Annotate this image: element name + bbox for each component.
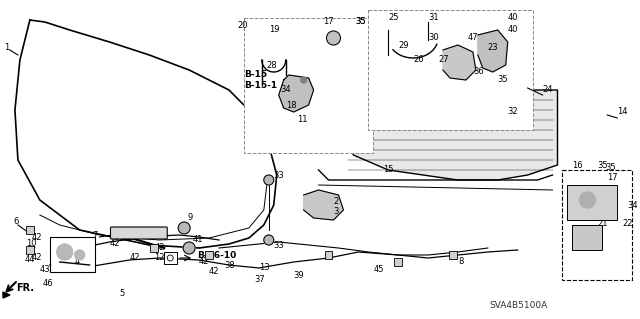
Text: 42: 42 — [32, 253, 42, 262]
Text: 24: 24 — [543, 85, 553, 94]
Text: 42: 42 — [129, 253, 140, 262]
Circle shape — [75, 250, 84, 260]
FancyBboxPatch shape — [205, 251, 213, 259]
FancyBboxPatch shape — [244, 18, 373, 153]
Text: 32: 32 — [508, 108, 518, 116]
Text: SVA4B5100A: SVA4B5100A — [490, 300, 548, 309]
Text: 42: 42 — [109, 239, 120, 248]
Text: 18: 18 — [285, 100, 296, 109]
FancyBboxPatch shape — [26, 246, 34, 254]
Circle shape — [57, 244, 73, 260]
Text: 41: 41 — [192, 235, 203, 244]
Text: 34: 34 — [627, 201, 638, 210]
Text: 4: 4 — [75, 257, 80, 266]
Polygon shape — [303, 190, 344, 220]
Polygon shape — [443, 45, 476, 80]
FancyBboxPatch shape — [568, 185, 617, 220]
Text: 33: 33 — [274, 241, 285, 249]
Text: 46: 46 — [43, 278, 53, 287]
Text: 36: 36 — [473, 68, 484, 77]
Text: 9: 9 — [187, 213, 193, 222]
Text: 26: 26 — [413, 56, 424, 64]
FancyBboxPatch shape — [394, 258, 402, 266]
Text: 42: 42 — [154, 243, 165, 253]
Text: 11: 11 — [297, 115, 307, 124]
FancyBboxPatch shape — [26, 226, 34, 234]
Text: 17: 17 — [607, 174, 618, 182]
Text: 39: 39 — [294, 271, 304, 279]
Polygon shape — [3, 292, 10, 298]
Circle shape — [178, 222, 190, 234]
Text: 34: 34 — [281, 85, 291, 94]
Polygon shape — [344, 90, 557, 180]
FancyBboxPatch shape — [50, 237, 95, 272]
Text: 38: 38 — [224, 261, 235, 270]
Text: 10: 10 — [26, 240, 36, 249]
Text: FR.: FR. — [16, 283, 34, 293]
Text: 5: 5 — [120, 288, 125, 298]
FancyBboxPatch shape — [369, 10, 532, 130]
Polygon shape — [279, 75, 314, 112]
Text: 42: 42 — [32, 234, 42, 242]
Text: 7: 7 — [93, 231, 98, 240]
FancyBboxPatch shape — [111, 227, 167, 239]
Circle shape — [264, 235, 274, 245]
Text: 42: 42 — [199, 257, 210, 266]
Text: 13: 13 — [259, 263, 269, 272]
Text: 40: 40 — [508, 13, 518, 23]
Text: 1: 1 — [4, 42, 9, 51]
Text: 45: 45 — [373, 265, 384, 275]
Text: 23: 23 — [488, 43, 499, 53]
Text: 35: 35 — [605, 164, 616, 173]
Circle shape — [264, 175, 274, 185]
Text: 8: 8 — [458, 257, 463, 266]
Text: B-15
B-15-1: B-15 B-15-1 — [244, 70, 277, 90]
Circle shape — [326, 31, 340, 45]
Text: 37: 37 — [254, 276, 264, 285]
Text: 20: 20 — [237, 20, 248, 29]
Text: 44: 44 — [25, 256, 35, 264]
Text: 35: 35 — [355, 18, 366, 26]
Text: 35: 35 — [498, 76, 508, 85]
Text: 30: 30 — [428, 33, 438, 42]
Text: 40: 40 — [508, 26, 518, 34]
Text: 28: 28 — [267, 61, 277, 70]
Text: 17: 17 — [324, 18, 334, 26]
FancyBboxPatch shape — [563, 170, 632, 280]
Text: 27: 27 — [438, 56, 449, 64]
Circle shape — [301, 77, 307, 83]
Polygon shape — [478, 30, 508, 72]
Text: 35: 35 — [355, 18, 366, 26]
Text: 16: 16 — [572, 160, 583, 169]
Text: 12: 12 — [154, 254, 165, 263]
Text: 25: 25 — [388, 13, 399, 23]
Text: 42: 42 — [209, 268, 220, 277]
Text: 47: 47 — [468, 33, 479, 42]
FancyBboxPatch shape — [449, 251, 457, 259]
Circle shape — [183, 242, 195, 254]
Text: 22: 22 — [622, 219, 633, 227]
FancyBboxPatch shape — [164, 252, 177, 264]
Text: 31: 31 — [428, 13, 438, 23]
Text: 35: 35 — [597, 160, 608, 169]
Text: 43: 43 — [40, 265, 51, 275]
Text: 2: 2 — [333, 197, 339, 206]
Text: 3: 3 — [333, 207, 339, 217]
FancyBboxPatch shape — [150, 244, 158, 252]
Text: 6: 6 — [13, 218, 19, 226]
Text: 15: 15 — [383, 166, 394, 174]
Text: 19: 19 — [269, 26, 279, 34]
Text: 21: 21 — [597, 219, 608, 227]
Text: 29: 29 — [398, 41, 409, 49]
FancyBboxPatch shape — [324, 251, 333, 259]
Circle shape — [579, 192, 595, 208]
Text: B-36-10: B-36-10 — [197, 251, 236, 261]
FancyBboxPatch shape — [572, 225, 602, 250]
Text: 33: 33 — [274, 170, 285, 180]
Text: 14: 14 — [617, 108, 628, 116]
